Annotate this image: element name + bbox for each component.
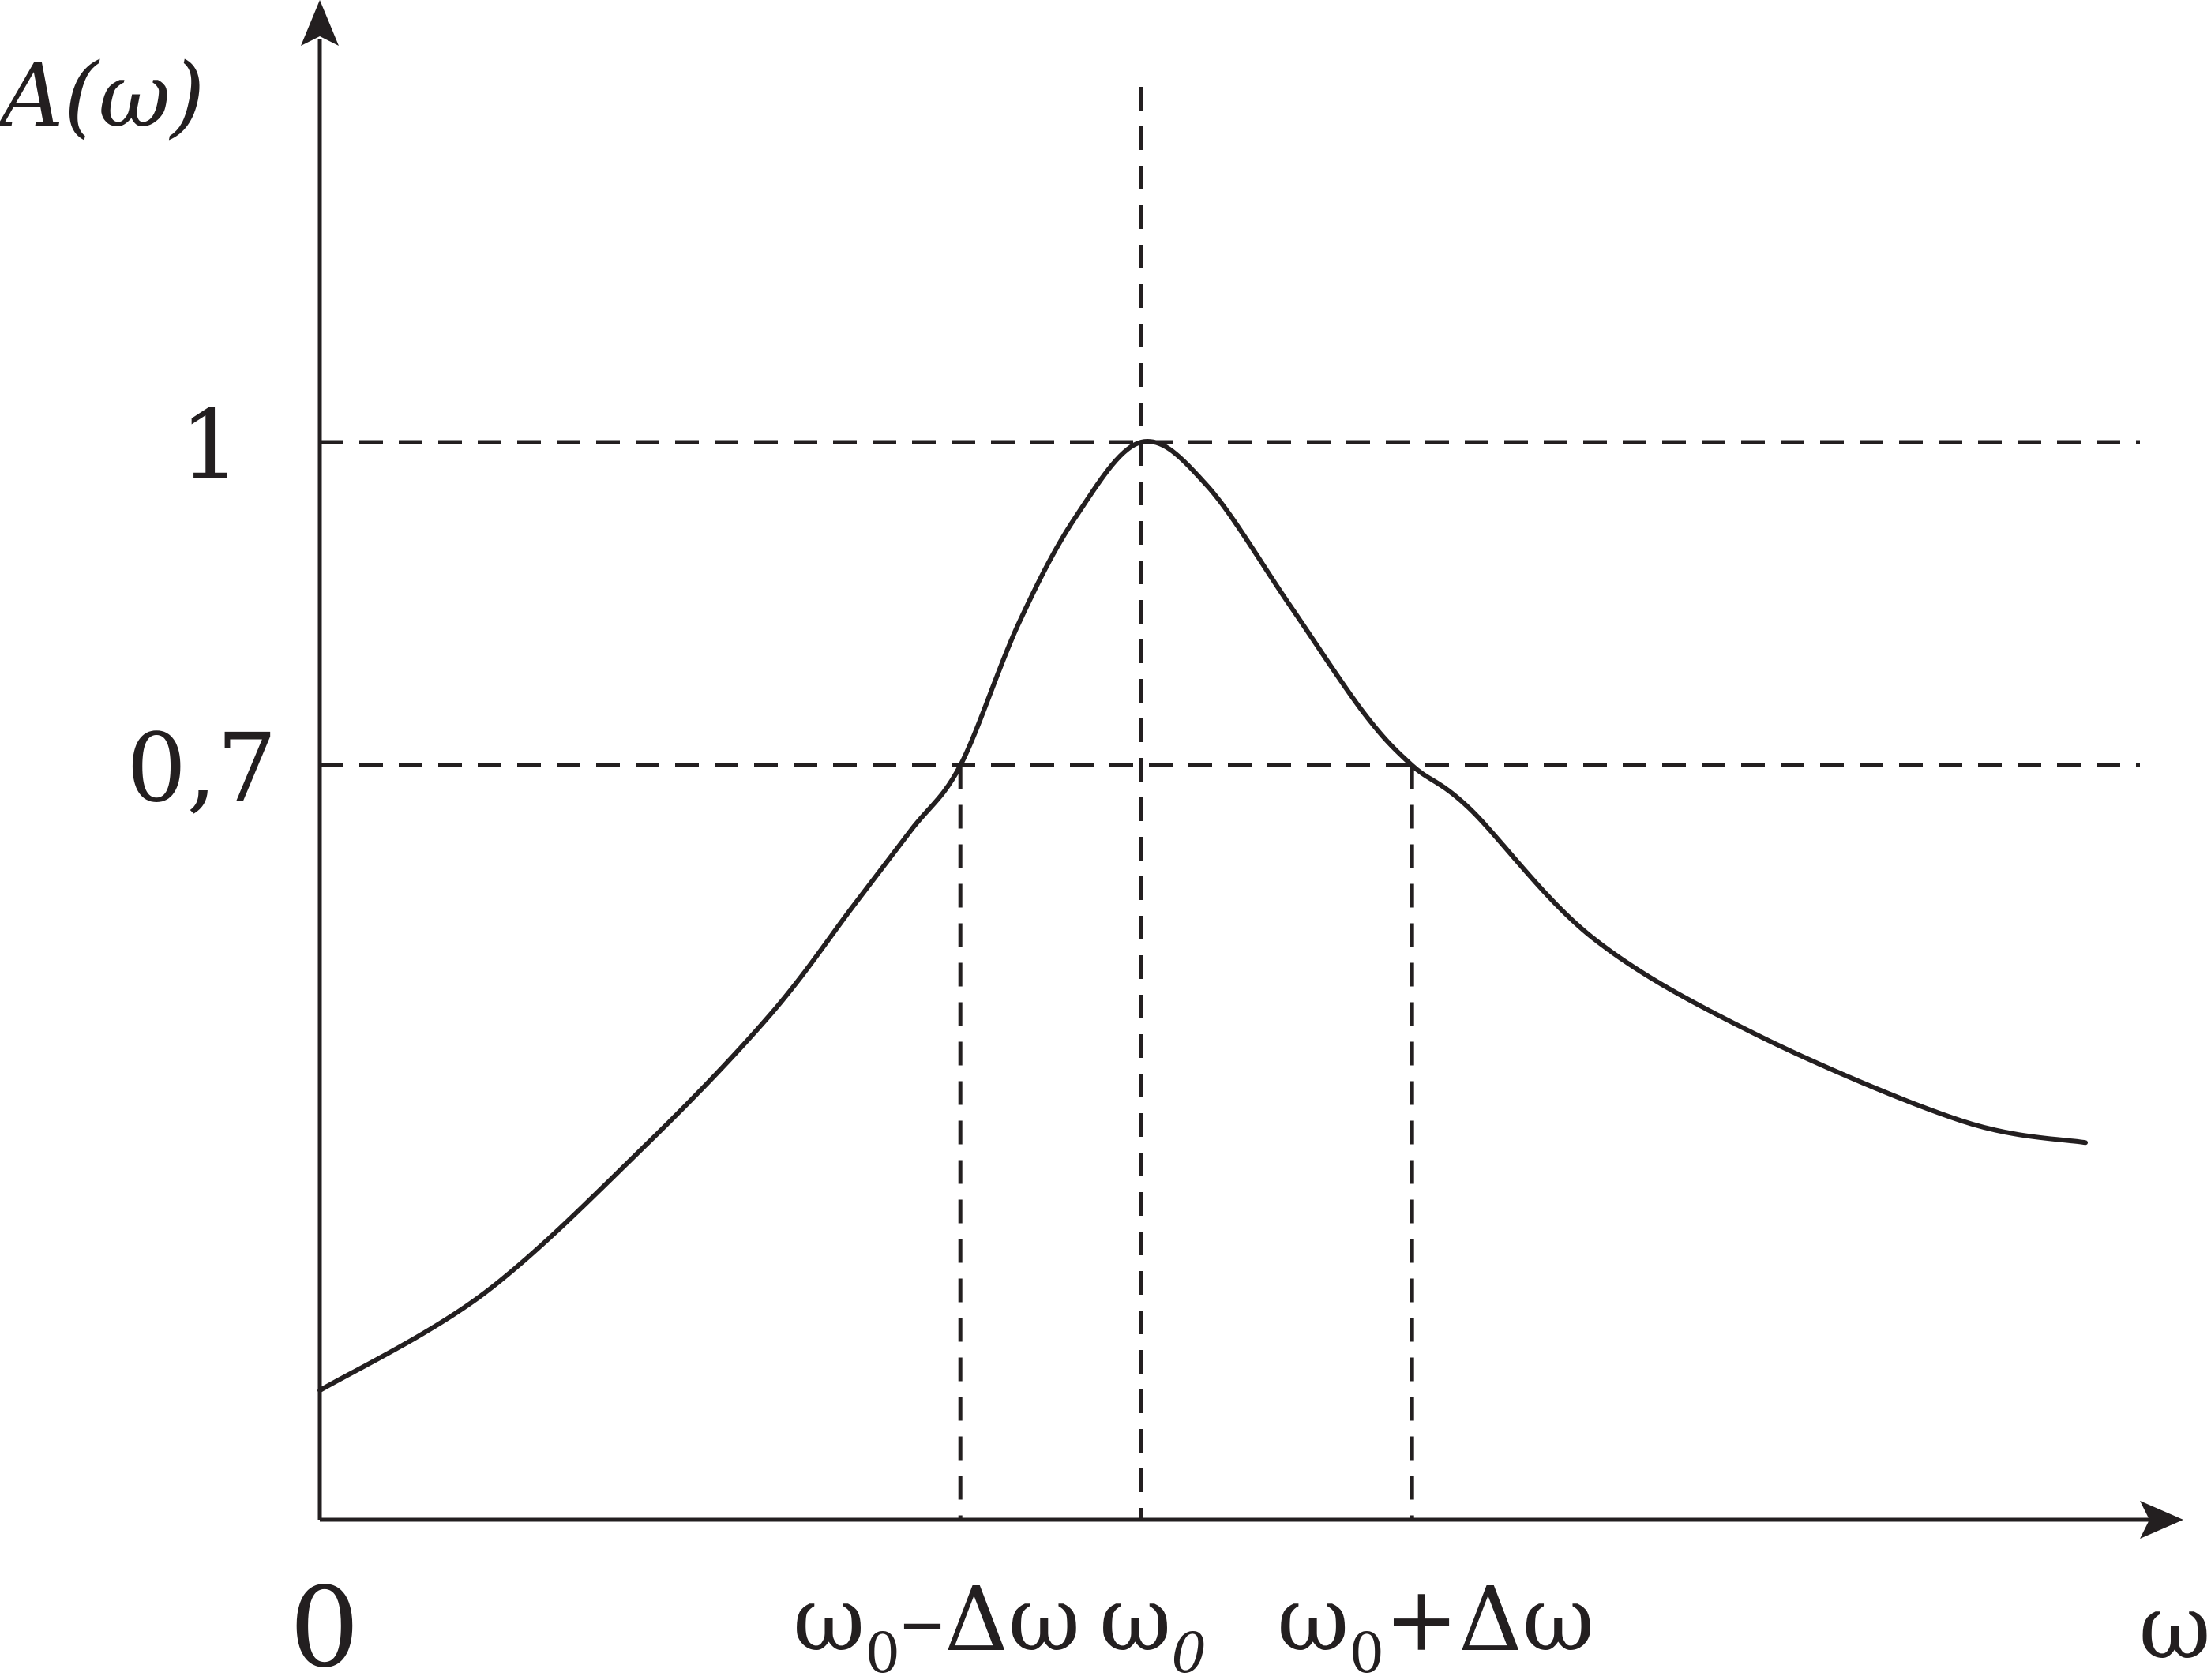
x-tick-right-base: ω — [1277, 1569, 1349, 1671]
y-axis-arrow — [301, 0, 339, 46]
x-tick-label-origin: 0 — [289, 1564, 359, 1680]
x-tick-right-sub: 0 — [1349, 1621, 1385, 1680]
x-tick-left-rest: –Δω — [900, 1569, 1080, 1671]
response-curve-layer — [317, 438, 2088, 1393]
y-tick-label-1: 1 — [180, 391, 240, 501]
x-axis-arrow — [2140, 1501, 2183, 1539]
x-tick-left-sub: 0 — [865, 1621, 900, 1680]
x-tick-center-sub: 0 — [1171, 1621, 1207, 1680]
y-axis-label: A(ω) — [0, 45, 205, 148]
x-tick-center-base: ω — [1099, 1569, 1171, 1671]
x-axis-label: ω — [2139, 1577, 2211, 1679]
x-tick-left-base: ω — [793, 1569, 865, 1671]
y-tick-label-0-7: 0,7 — [126, 714, 277, 824]
response-curve — [317, 438, 2088, 1393]
x-tick-label-right-band: ω0+Δω — [1277, 1569, 1594, 1680]
x-tick-right-rest: +Δω — [1384, 1569, 1594, 1671]
x-tick-label-center: ω0 — [1099, 1569, 1207, 1680]
reference-lines — [320, 87, 2140, 1520]
x-tick-label-left-band: ω0–Δω — [793, 1569, 1080, 1680]
